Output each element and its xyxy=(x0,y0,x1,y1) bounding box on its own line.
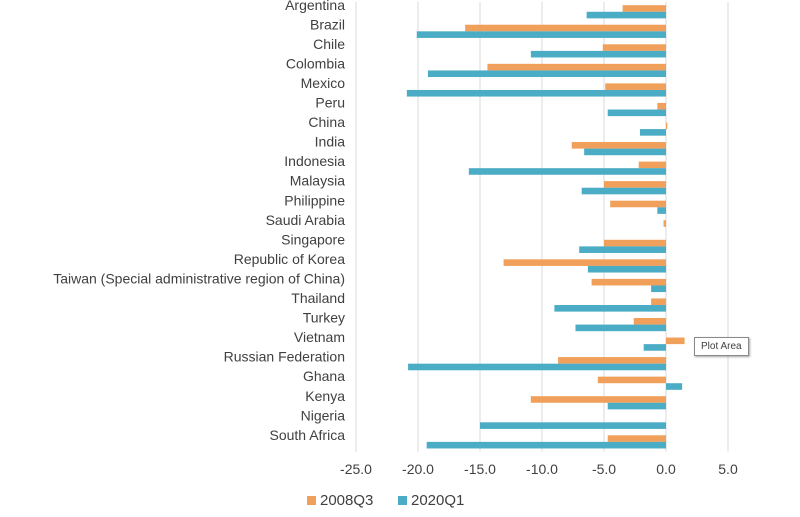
bars xyxy=(406,5,685,449)
x-tick-label: 0.0 xyxy=(656,461,676,477)
bar-2020q1[interactable] xyxy=(426,441,666,449)
category-label: Malaysia xyxy=(290,173,345,189)
bar-2020q1[interactable] xyxy=(554,305,666,312)
bar-2008q3[interactable] xyxy=(558,357,666,364)
bar-2020q1[interactable] xyxy=(643,344,666,351)
bar-2008q3[interactable] xyxy=(604,181,666,188)
bar-2008q3[interactable] xyxy=(530,396,666,403)
category-label: Chile xyxy=(313,36,345,52)
category-label: Turkey xyxy=(303,310,345,326)
category-label: Kenya xyxy=(305,388,345,404)
category-label: Argentina xyxy=(285,0,345,13)
category-label: Republic of Korea xyxy=(234,251,346,267)
bar-2008q3[interactable] xyxy=(591,278,666,286)
bar-2008q3[interactable] xyxy=(571,142,666,149)
bar-2020q1[interactable] xyxy=(408,363,666,371)
bar-2020q1[interactable] xyxy=(427,70,666,78)
bar-2020q1[interactable] xyxy=(607,402,666,410)
bar-2008q3[interactable] xyxy=(607,435,666,442)
bar-2020q1[interactable] xyxy=(639,129,666,136)
category-label: Colombia xyxy=(286,55,345,71)
category-label: Nigeria xyxy=(301,407,346,423)
bar-2008q3[interactable] xyxy=(663,220,666,227)
legend-swatch xyxy=(307,496,316,505)
category-label: Brazil xyxy=(310,16,345,32)
category-label: Peru xyxy=(315,95,345,111)
category-label: South Africa xyxy=(270,427,346,443)
bar-2008q3[interactable] xyxy=(605,83,666,90)
category-label: Ghana xyxy=(303,368,345,384)
category-label: Thailand xyxy=(291,290,345,306)
bar-2020q1[interactable] xyxy=(657,207,666,214)
category-label: China xyxy=(308,114,345,130)
bar-2020q1[interactable] xyxy=(575,324,666,332)
x-tick-label: -5.0 xyxy=(592,461,616,477)
bar-2008q3[interactable] xyxy=(666,122,668,130)
bar-2008q3[interactable] xyxy=(597,376,666,384)
bar-2020q1[interactable] xyxy=(607,109,666,117)
bar-2008q3[interactable] xyxy=(622,5,666,12)
bar-2008q3[interactable] xyxy=(657,102,666,110)
x-tick-label: -15.0 xyxy=(464,461,496,477)
category-label: India xyxy=(315,134,346,150)
plot-area-tooltip: Plot Area xyxy=(694,337,749,356)
x-tick-label: -20.0 xyxy=(402,461,434,477)
bar-2020q1[interactable] xyxy=(587,265,666,273)
bar-2020q1[interactable] xyxy=(651,285,666,293)
category-label: Philippine xyxy=(284,192,345,208)
bar-2020q1[interactable] xyxy=(584,148,666,156)
bar-2020q1[interactable] xyxy=(406,89,666,97)
bar-2008q3[interactable] xyxy=(610,200,666,208)
category-label: Saudi Arabia xyxy=(266,212,346,228)
bar-2020q1[interactable] xyxy=(416,31,666,38)
x-tick-label: -25.0 xyxy=(340,461,372,477)
bar-2008q3[interactable] xyxy=(487,63,666,71)
x-tick-label: -10.0 xyxy=(526,461,558,477)
bar-2020q1[interactable] xyxy=(468,168,666,175)
x-tick-labels: -25.0 -20.0 -15.0 -10.0 -5.0 0.0 5.0 xyxy=(340,461,738,477)
bar-2020q1[interactable] xyxy=(581,187,666,195)
legend-swatch xyxy=(398,496,407,505)
bar-2008q3[interactable] xyxy=(651,298,666,306)
x-tick-label: 5.0 xyxy=(718,461,738,477)
bar-2020q1[interactable] xyxy=(586,11,666,19)
category-label: Vietnam xyxy=(294,329,345,345)
bar-2020q1[interactable] xyxy=(666,383,683,390)
legend-label: 2008Q3 xyxy=(320,492,373,509)
bar-2008q3[interactable] xyxy=(465,24,666,32)
category-labels: Argentina Brazil Chile Colombia Mexico Peru Ch… xyxy=(53,0,345,443)
bar-2008q3[interactable] xyxy=(666,337,685,345)
bar-2008q3[interactable] xyxy=(604,239,666,247)
bar-2008q3[interactable] xyxy=(633,317,666,325)
category-label: Mexico xyxy=(301,75,346,91)
bar-2008q3[interactable] xyxy=(638,161,666,169)
bar-2008q3[interactable] xyxy=(503,259,666,266)
legend[interactable]: 2008Q3 2020Q1 xyxy=(307,492,464,509)
bar-2020q1[interactable] xyxy=(530,50,666,58)
bar-2020q1[interactable] xyxy=(480,422,666,429)
category-label: Russian Federation xyxy=(224,349,345,365)
category-label: Indonesia xyxy=(284,153,345,169)
category-label: Singapore xyxy=(281,231,345,247)
legend-label: 2020Q1 xyxy=(411,492,464,509)
bar-2008q3[interactable] xyxy=(602,44,666,51)
bar-2020q1[interactable] xyxy=(579,246,666,253)
category-label: Taiwan (Special administrative region of… xyxy=(53,270,345,286)
